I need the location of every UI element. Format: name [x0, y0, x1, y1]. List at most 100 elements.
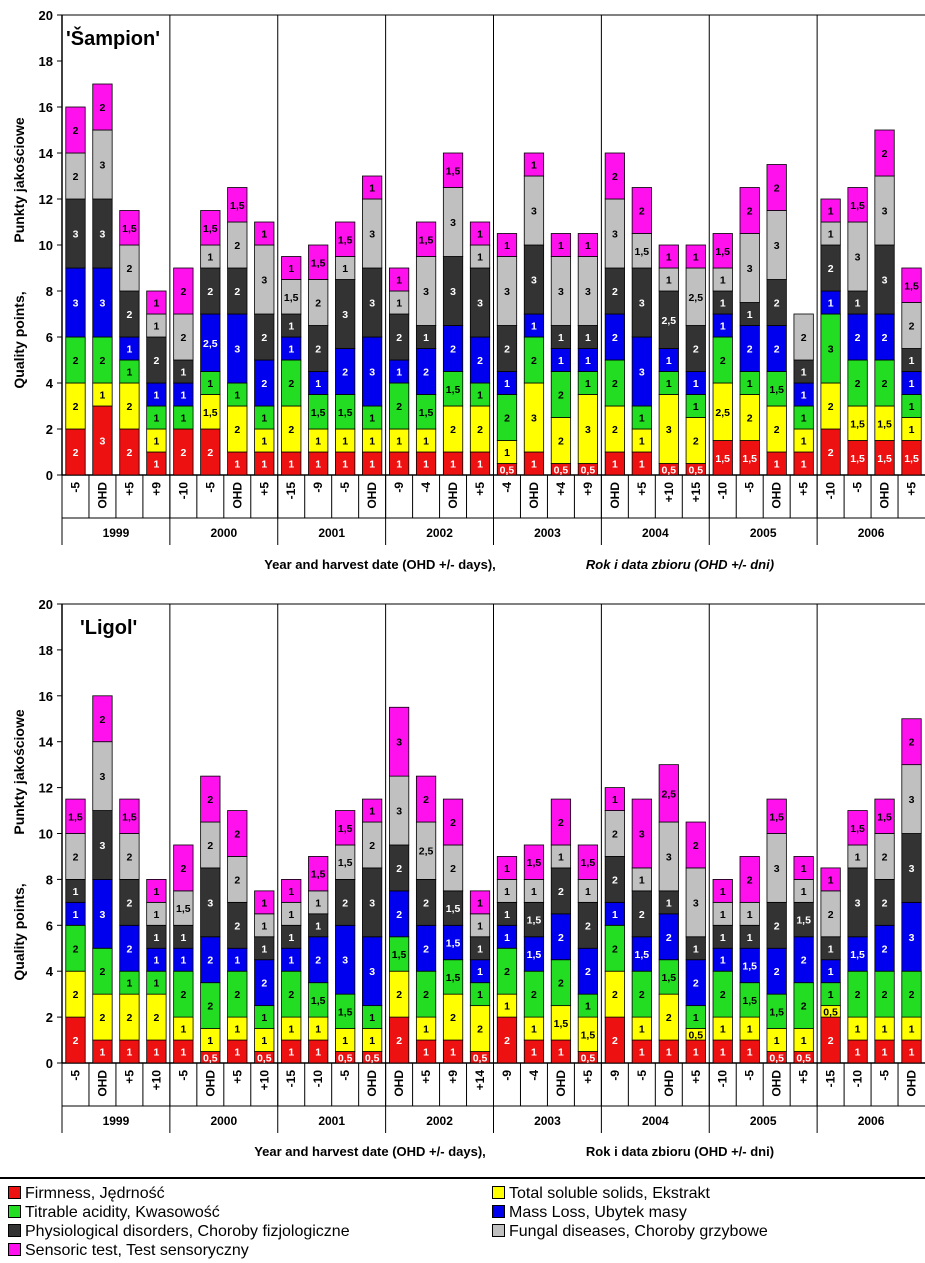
year-label: 2001 [318, 1114, 345, 1128]
chart-sampion: 024681012141618202223322-53123332OHD2211… [11, 8, 925, 572]
data-label: 2 [396, 1035, 402, 1047]
data-label: 1 [774, 459, 780, 471]
category-label: +10 [662, 482, 676, 503]
category-label: -5 [338, 1070, 352, 1081]
data-label: 1 [288, 1047, 294, 1059]
bar-segment [227, 187, 248, 223]
data-label: 1,5 [877, 418, 892, 430]
bar-2005-+5: 1 1 1 1 1 2 [793, 313, 814, 476]
data-label: 1 [693, 252, 699, 264]
bar-2005--5: 1,5 2 1 2 1 3 2 [739, 187, 760, 476]
data-label: 3 [531, 275, 537, 287]
data-label: 3 [100, 229, 106, 241]
data-label: 1,5 [850, 823, 865, 835]
legend-item-acidity: Titrable acidity, Kwasowość [8, 1204, 220, 1222]
legend-label-soluble-solids: Total soluble solids, Ekstrakt [509, 1185, 710, 1202]
data-label: 2 [558, 978, 564, 990]
data-label: 1 [855, 1047, 861, 1059]
legend-item-fungal: Fungal diseases, Choroby grzybowe [492, 1223, 768, 1241]
data-label: 1 [666, 252, 672, 264]
data-label: 1 [100, 1047, 106, 1059]
data-label: 1 [342, 1035, 348, 1047]
data-label: 2 [828, 401, 834, 413]
data-label: 1 [342, 263, 348, 275]
bar-segment [523, 844, 545, 880]
data-label: 1 [450, 1047, 456, 1059]
data-label: 3 [639, 829, 645, 841]
data-label: 3 [774, 240, 780, 252]
data-label: 1 [315, 1024, 321, 1036]
bar-segment [523, 152, 545, 177]
data-label: 1 [693, 943, 699, 955]
data-label: 2 [234, 424, 240, 436]
data-label: 1 [828, 943, 834, 955]
data-label: 2 [180, 863, 186, 875]
data-label: 1 [127, 1047, 133, 1059]
data-label: 1,5 [850, 453, 865, 465]
data-label: 1 [180, 413, 186, 425]
data-label: 1 [477, 920, 483, 932]
category-label: -5 [203, 482, 217, 493]
data-label: 1 [531, 1024, 537, 1036]
data-label: 2 [855, 989, 861, 1001]
category-label: +5 [797, 482, 811, 496]
category-label: -5 [68, 482, 82, 493]
data-label: 1 [180, 367, 186, 379]
data-label: 2 [801, 1001, 807, 1013]
bar-segment [739, 187, 760, 234]
category-label: +14 [473, 1070, 487, 1091]
data-label: 1 [828, 298, 834, 310]
bar-segment [442, 152, 464, 188]
quality-points-charts: 024681012141618202223322-53123332OHD2211… [11, 8, 925, 1159]
data-label: 2 [828, 263, 834, 275]
bar-segment [281, 879, 302, 903]
data-label: 3 [477, 298, 483, 310]
data-label: 3 [531, 206, 537, 218]
y-tick-label: 8 [46, 872, 53, 887]
bar-2002--4: 1 1 1,5 2 1 3 1,5 [415, 221, 437, 476]
data-label: 1 [153, 909, 159, 921]
data-label: 1 [666, 378, 672, 390]
data-label: 1,5 [446, 384, 461, 396]
data-label: 1 [288, 459, 294, 471]
data-label: 3 [909, 794, 915, 806]
y-tick-label: 4 [46, 376, 54, 391]
category-label: +15 [689, 482, 703, 503]
category-label: OHD [95, 482, 109, 509]
data-label: 1 [315, 920, 321, 932]
y-tick-label: 0 [46, 468, 53, 483]
data-label: 1 [801, 1035, 807, 1047]
bar-segment [631, 187, 652, 234]
data-label: 2 [127, 897, 133, 909]
bar-1999-+9: 1 1 1 1 2 1 1 [146, 290, 167, 476]
data-label: 3 [909, 863, 915, 875]
data-label: 1 [720, 909, 726, 921]
data-label: 1 [234, 1047, 240, 1059]
data-label: 1 [666, 897, 672, 909]
bar-2002-+5: 1 1 2 2 2 2,5 2 [415, 775, 437, 1064]
y-tick-label: 16 [39, 100, 53, 115]
data-label: 1 [585, 886, 591, 898]
data-label: 1 [693, 1047, 699, 1059]
bar-2003-+4: 0,5 2 2 1 1 3 1 [550, 233, 572, 476]
data-label: 3 [882, 206, 888, 218]
data-label: 1 [315, 459, 321, 471]
year-label: 2002 [426, 1114, 453, 1128]
data-label: 3 [100, 436, 106, 448]
bar-segment [766, 164, 787, 211]
data-label: 2 [288, 989, 294, 1001]
bar-2000--10: 2 1 1 1 2 2 [173, 267, 194, 476]
data-label: 1 [801, 459, 807, 471]
data-label: 2 [234, 989, 240, 1001]
data-label: 1 [585, 332, 591, 344]
bar-2006--5: 1,5 1,5 2 2 1 3 1,5 [847, 187, 868, 476]
data-label: 1 [855, 298, 861, 310]
bar-segment [308, 244, 329, 280]
data-label: 1 [477, 229, 483, 241]
data-label: 1 [369, 459, 375, 471]
category-label: OHD [392, 1070, 406, 1097]
bar-segment [685, 244, 706, 269]
category-label: +5 [419, 1070, 433, 1084]
bar-segment [874, 129, 895, 177]
bar-2006-+5: 1,5 1 1 1 1 2 1,5 [901, 267, 922, 476]
